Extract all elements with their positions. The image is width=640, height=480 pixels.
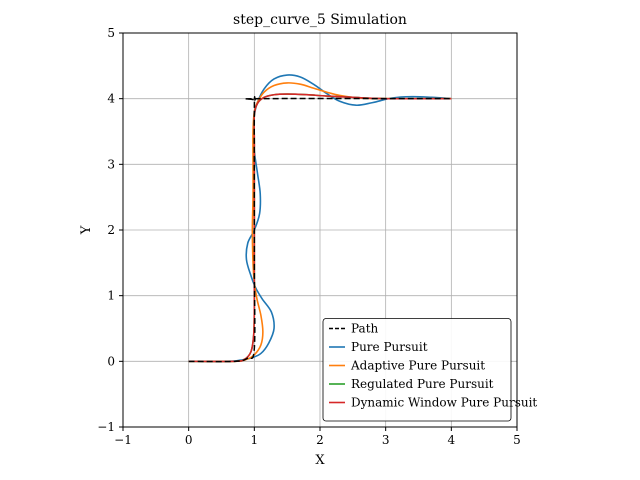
y-tick-label: 4 bbox=[107, 92, 115, 106]
legend: Path Pure Pursuit Adaptive Pure Pursuit Reg… bbox=[322, 318, 537, 422]
legend-label: Regulated Pure Pursuit bbox=[351, 377, 494, 391]
y-tick-label: 5 bbox=[107, 26, 115, 40]
series-line-path bbox=[188, 96, 452, 363]
y-axis-label: Y bbox=[79, 225, 94, 235]
x-tick-label: 0 bbox=[185, 433, 193, 447]
plot-area bbox=[188, 74, 452, 363]
y-tick-label: −1 bbox=[97, 420, 115, 434]
x-tick-label: 1 bbox=[251, 433, 259, 447]
x-tick-label: 3 bbox=[382, 433, 390, 447]
legend-box bbox=[322, 318, 512, 422]
series-line-pure-pursuit bbox=[188, 74, 452, 363]
y-tick-label: 3 bbox=[107, 157, 115, 171]
legend-label: Pure Pursuit bbox=[351, 340, 428, 354]
y-tick-label: 2 bbox=[107, 223, 115, 237]
legend-label: Dynamic Window Pure Pursuit bbox=[351, 396, 537, 410]
x-axis-label: X bbox=[315, 453, 325, 468]
x-tick-label: 4 bbox=[448, 433, 456, 447]
series-line-adaptive-pure-pursuit bbox=[188, 82, 452, 363]
x-tick-label: −1 bbox=[114, 433, 132, 447]
x-tick-label: 5 bbox=[513, 433, 521, 447]
legend-label: Adaptive Pure Pursuit bbox=[350, 359, 485, 373]
ticks: −1 0 1 2 3 4 5 −1 0 1 2 3 4 5 bbox=[97, 26, 521, 447]
y-tick-label: 1 bbox=[107, 289, 115, 303]
legend-label: Path bbox=[351, 322, 379, 336]
x-tick-label: 2 bbox=[316, 433, 324, 447]
y-tick-label: 0 bbox=[107, 354, 115, 368]
chart-title: step_curve_5 Simulation bbox=[233, 12, 407, 28]
